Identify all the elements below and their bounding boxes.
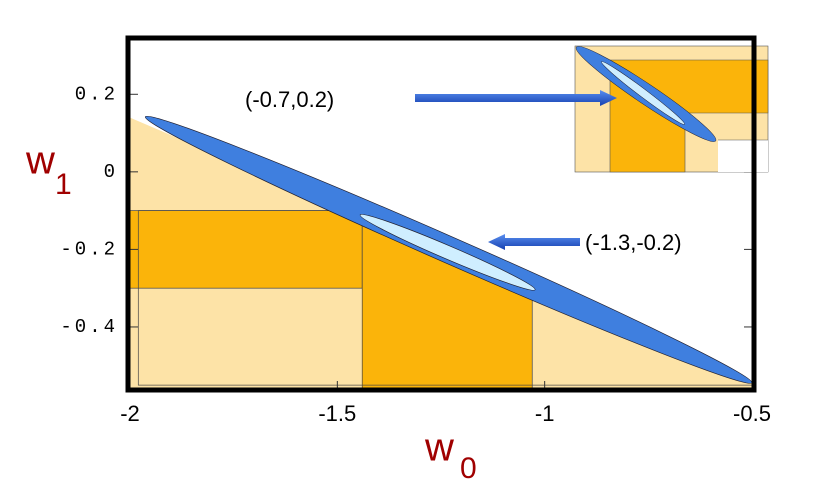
x-tick-label: -1.5 bbox=[318, 401, 356, 426]
x-tick-label: -2 bbox=[120, 401, 140, 426]
y-tick-label: -0.2 bbox=[60, 238, 118, 260]
inset bbox=[574, 45, 769, 173]
x-tick-label: -0.5 bbox=[733, 401, 771, 426]
y-tick-label: 0 bbox=[104, 161, 118, 183]
x-axis-label: w bbox=[424, 426, 454, 470]
arrow-shape bbox=[415, 90, 617, 106]
y-axis-label: w bbox=[25, 139, 55, 183]
y-tick-label: 0.2 bbox=[75, 83, 118, 105]
x-tick-label: -1 bbox=[535, 401, 555, 426]
ellipse bbox=[359, 214, 536, 291]
region bbox=[129, 210, 363, 289]
annotation: (-1.3,-0.2) bbox=[585, 230, 682, 255]
annotation: (-0.7,0.2) bbox=[245, 87, 334, 112]
x-axis-label-subscript: 0 bbox=[460, 452, 477, 485]
y-axis-label-subscript: 1 bbox=[55, 168, 72, 201]
y-tick-label: -0.4 bbox=[60, 316, 118, 338]
arrow bbox=[415, 90, 617, 250]
inset-ellipse-inner bbox=[601, 61, 685, 125]
plot-frame bbox=[125, 35, 757, 393]
arrow-shape bbox=[488, 234, 580, 250]
inset-blank bbox=[718, 140, 768, 172]
